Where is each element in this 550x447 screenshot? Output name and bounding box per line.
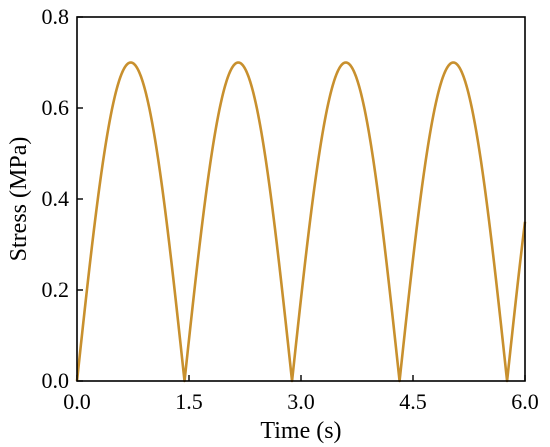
x-axis-title: Time (s) xyxy=(260,418,341,444)
y-axis-title: Stress (MPa) xyxy=(6,137,32,262)
x-tick-label: 6.0 xyxy=(511,389,539,414)
y-tick-label: 0.0 xyxy=(42,368,70,393)
y-tick-label: 0.2 xyxy=(42,277,70,302)
plot-frame xyxy=(76,16,526,382)
x-tick-label: 0.0 xyxy=(63,389,91,414)
x-tick-label: 4.5 xyxy=(399,389,427,414)
y-tick-label: 0.4 xyxy=(42,186,70,211)
y-tick-label: 0.8 xyxy=(42,4,70,29)
y-tick-label: 0.6 xyxy=(42,95,70,120)
y-axis-ticks: 0.0 0.2 0.4 0.6 0.8 xyxy=(42,4,83,393)
stress-series-line xyxy=(75,61,527,383)
x-axis-ticks: 0.0 1.5 3.0 4.5 6.0 xyxy=(63,375,539,414)
x-tick-label: 1.5 xyxy=(175,389,203,414)
x-tick-label: 3.0 xyxy=(287,389,315,414)
